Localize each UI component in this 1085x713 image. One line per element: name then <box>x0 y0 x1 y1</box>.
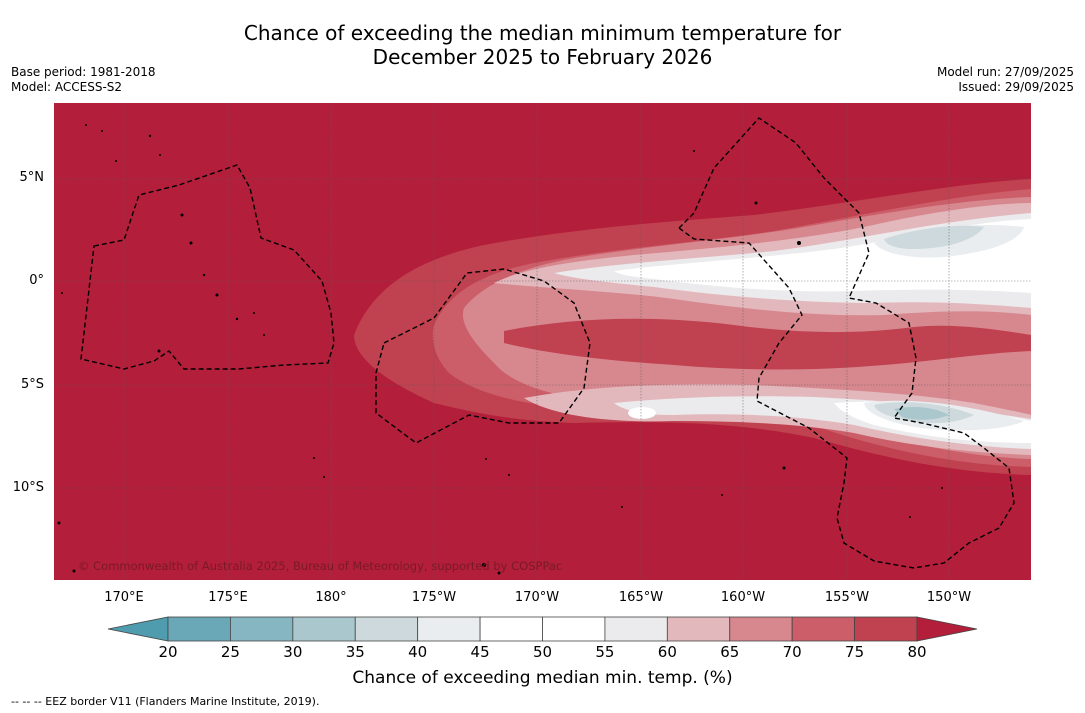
island <box>159 154 161 156</box>
island <box>61 292 63 294</box>
chart-title: Chance of exceeding the median minimum t… <box>0 21 1085 69</box>
lon-label-155w: 155°W <box>824 590 870 605</box>
issued-date: Issued: 29/09/2025 <box>958 80 1074 94</box>
eez-tokelau <box>375 268 591 444</box>
island <box>189 241 193 245</box>
island <box>782 466 786 470</box>
island <box>909 516 911 518</box>
island <box>57 521 61 525</box>
island <box>693 150 695 152</box>
colorbar-segment <box>666 616 731 642</box>
colorbar-under-arrow <box>107 616 169 642</box>
colorbar-tick-label: 55 <box>595 643 615 661</box>
contour-75-inner <box>504 318 1031 370</box>
colorbar-tick-label: 40 <box>408 643 428 661</box>
island <box>621 506 623 508</box>
colorbar-segment <box>292 616 356 642</box>
colorbar-tick-label: 45 <box>470 643 490 661</box>
lon-label-170e: 170°E <box>104 590 144 605</box>
forecast-map: © Commonwealth of Australia 2025, Bureau… <box>54 103 1031 580</box>
colorbar-segment <box>854 616 918 642</box>
colorbar-segment <box>167 616 231 642</box>
lat-label-10s: 10°S <box>12 480 44 495</box>
island <box>235 317 239 321</box>
title-line-1: Chance of exceeding the median minimum t… <box>243 21 842 45</box>
islands <box>57 124 943 575</box>
colorbar-segment <box>791 616 855 642</box>
model-run: Model run: 27/09/2025 <box>936 65 1074 79</box>
colorbar-tick-label: 35 <box>345 643 365 661</box>
lon-label-175w: 175°W <box>411 590 457 605</box>
colorbar-segment <box>230 616 294 642</box>
island <box>202 273 206 277</box>
island <box>253 312 255 314</box>
colorbar-tick-label: 25 <box>220 643 240 661</box>
colorbar-segments <box>167 616 918 642</box>
lon-label-150w: 150°W <box>926 590 972 605</box>
eez-line-islands <box>677 117 1015 569</box>
island <box>485 458 487 460</box>
colorbar-label: Chance of exceeding median min. temp. (%… <box>352 668 733 688</box>
island <box>148 134 152 138</box>
island <box>497 571 501 575</box>
lon-label-180: 180° <box>315 590 347 605</box>
contour-45-spot <box>628 407 656 419</box>
eez-kiribati-gilbert <box>80 164 335 370</box>
lon-label-160w: 160°W <box>720 590 766 605</box>
island <box>215 293 219 297</box>
colorbar-tick-label: 20 <box>158 643 178 661</box>
colorbar-segment <box>417 616 481 642</box>
lat-label-5s: 5°S <box>20 377 44 392</box>
island <box>508 474 510 476</box>
island <box>482 563 486 567</box>
island <box>323 476 325 478</box>
colorbar-tick-label: 60 <box>657 643 677 661</box>
meta-right: Model run: 27/09/2025 Issued: 29/09/2025 <box>937 65 1074 95</box>
island <box>180 213 184 217</box>
eez-footnote: -- -- -- EEZ border V11 (Flanders Marine… <box>11 695 320 708</box>
lat-label-0: 0° <box>29 273 44 288</box>
lon-label-175e: 175°E <box>208 590 248 605</box>
island <box>72 569 76 573</box>
contour-35-north <box>884 225 984 249</box>
contour-30-south <box>894 407 949 420</box>
colorbar-segment <box>354 616 419 642</box>
colorbar-tick-label: 50 <box>532 643 553 661</box>
island <box>101 130 103 132</box>
gridlines <box>54 103 1031 580</box>
colorbar-over-arrow <box>916 616 978 642</box>
meta-left: Base period: 1981-2018 Model: ACCESS-S2 <box>11 65 156 95</box>
island <box>313 457 315 459</box>
colorbar-tick-label: 75 <box>845 643 865 661</box>
eez-borders <box>80 117 1015 569</box>
colorbar-tick-label: 80 <box>907 643 927 661</box>
copyright-text: © Commonwealth of Australia 2025, Bureau… <box>78 559 562 573</box>
island <box>263 334 265 336</box>
colorbar-tick-label: 30 <box>283 643 303 661</box>
island <box>721 494 723 496</box>
lon-label-170w: 170°W <box>514 590 560 605</box>
colorbar-segment <box>479 616 543 642</box>
island <box>754 201 758 205</box>
colorbar <box>107 616 978 642</box>
island <box>85 124 87 126</box>
title-line-2: December 2025 to February 2026 <box>372 45 713 69</box>
island <box>941 487 943 489</box>
colorbar-segment <box>729 616 793 642</box>
colorbar-tick-label: 70 <box>782 643 802 661</box>
colorbar-tick-label: 65 <box>720 643 740 661</box>
base-period: Base period: 1981-2018 <box>11 65 156 79</box>
colorbar-segment <box>604 616 668 642</box>
island <box>797 241 801 245</box>
lat-label-5n: 5°N <box>19 170 45 185</box>
island <box>115 160 117 162</box>
island <box>157 349 161 353</box>
lon-label-165w: 165°W <box>618 590 664 605</box>
model-name: Model: ACCESS-S2 <box>11 80 123 94</box>
colorbar-segment <box>542 616 606 642</box>
